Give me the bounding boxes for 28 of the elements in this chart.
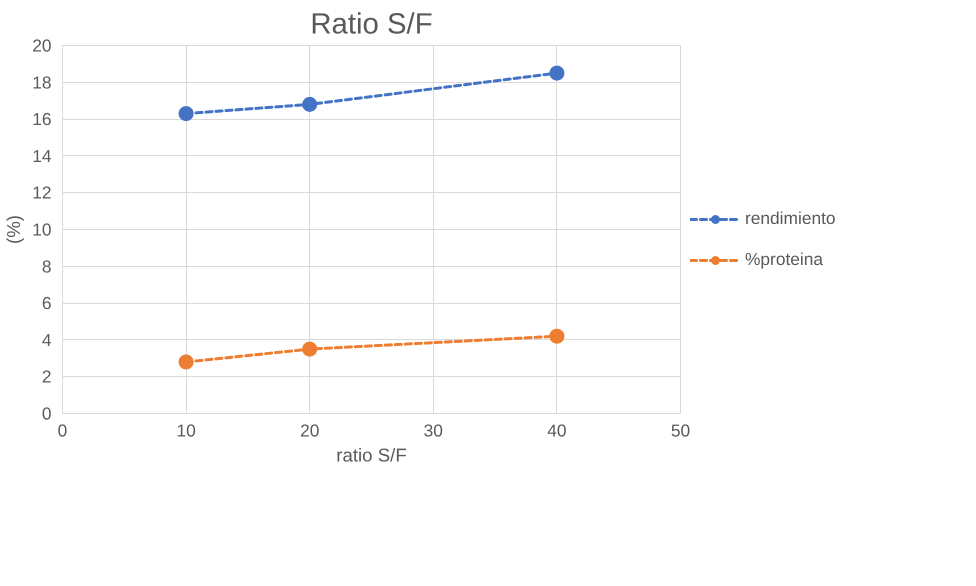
point (178, 354, 194, 370)
legend-label: %proteina (745, 249, 824, 270)
legend-label: rendimiento (745, 208, 836, 229)
x-tick-label: 50 (670, 420, 690, 440)
x-tick-label: 0 (58, 420, 68, 440)
point (302, 342, 318, 357)
point (549, 66, 564, 81)
y-tick-label: 18 (32, 72, 52, 92)
x-tick-label: 10 (176, 420, 196, 440)
y-tick-label: 6 (42, 293, 52, 314)
point (178, 106, 194, 122)
point (302, 96, 318, 112)
y-tick-label: 16 (32, 109, 52, 130)
x-tick-label: 40 (547, 420, 567, 440)
y-tick-label: 20 (32, 36, 52, 56)
y-tick-label: 4 (42, 330, 52, 350)
y-axis-title: (%) (3, 214, 24, 244)
x-tick-label: 30 (424, 420, 443, 440)
y-tick-label: 0 (42, 404, 52, 424)
y-tick-label: 10 (32, 220, 52, 240)
x-axis-title: ratio S/F (336, 444, 407, 466)
y-tick-label: 12 (32, 182, 52, 203)
point (549, 328, 564, 344)
y-tick-label: 14 (32, 146, 52, 166)
chart-title: Ratio S/F (310, 8, 433, 40)
y-tick-label: 8 (42, 256, 52, 276)
y-tick-label: 2 (42, 366, 52, 387)
x-tick-label: 20 (300, 420, 320, 440)
